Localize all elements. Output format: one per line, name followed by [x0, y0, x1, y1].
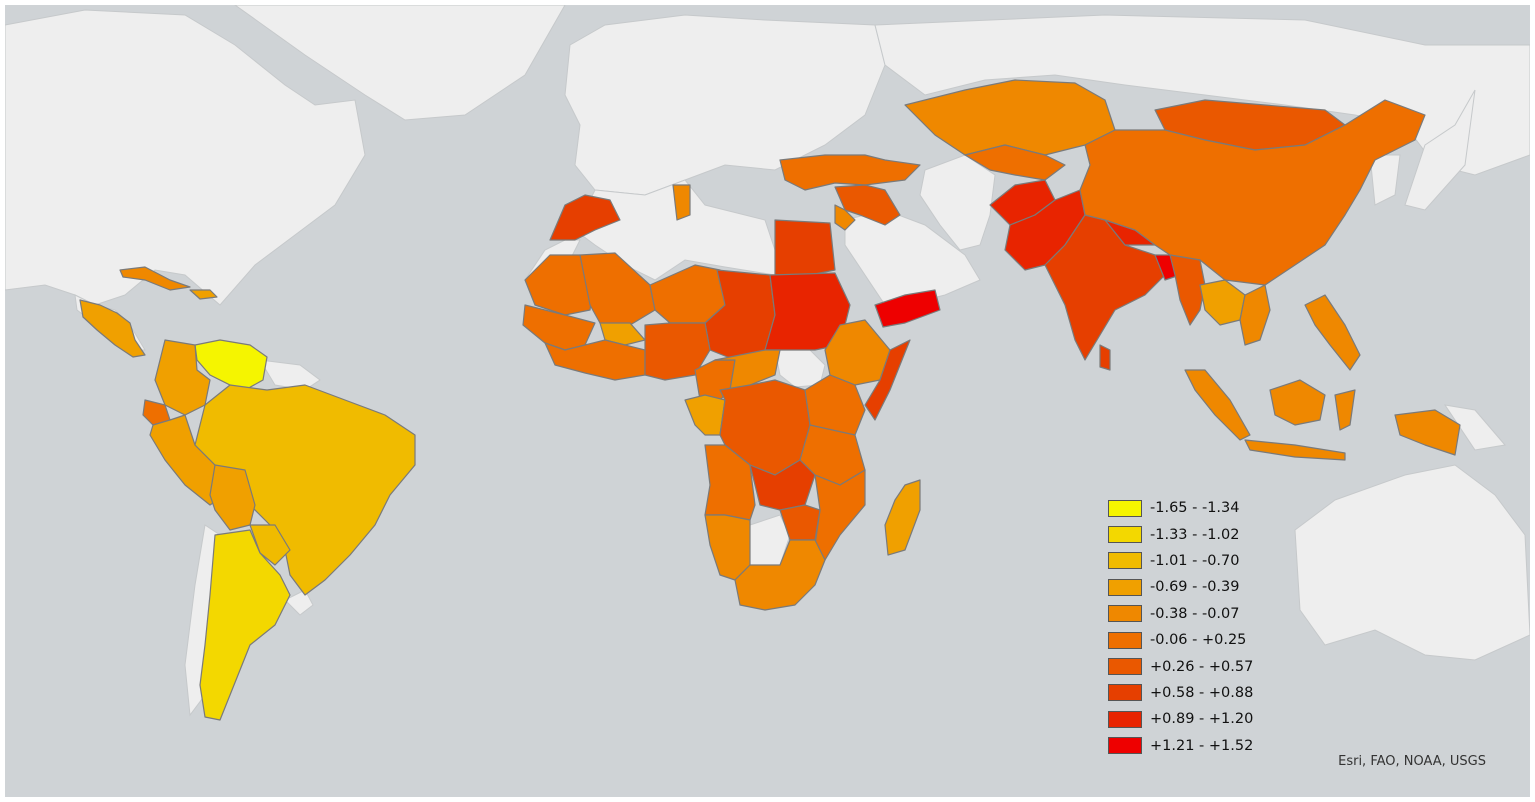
uruguay [284, 589, 314, 616]
legend-swatch [1108, 710, 1142, 728]
bolivia [209, 464, 256, 531]
central-african-republic [714, 349, 781, 391]
sudan [764, 272, 851, 351]
tunisia [672, 184, 691, 221]
venezuela [194, 339, 268, 391]
egypt [774, 219, 836, 276]
legend-label: -0.69 - -0.39 [1150, 579, 1240, 596]
nigeria [644, 322, 711, 381]
yemen [874, 289, 941, 328]
central-asia [964, 144, 1066, 181]
ethiopia [824, 319, 891, 386]
legend-swatch [1108, 552, 1142, 570]
no-data-land [5, 5, 1530, 717]
europe [564, 14, 886, 196]
map-frame[interactable]: -1.65 - -1.34 -1.33 - -1.02 -1.01 - -0.70 -… [5, 5, 1530, 797]
korea-japan [1369, 154, 1401, 206]
classified-countries [79, 79, 1461, 721]
argentina [199, 529, 291, 721]
jordan-lebanon [834, 204, 856, 231]
philippines [1304, 294, 1361, 371]
morocco [549, 194, 621, 241]
legend-item: +1.21 - +1.52 [1108, 733, 1308, 759]
legend-item: -1.65 - -1.34 [1108, 495, 1308, 521]
legend-swatch [1108, 737, 1142, 755]
arabian-peninsula [844, 209, 981, 306]
legend-swatch [1108, 658, 1142, 676]
legend-swatch [1108, 684, 1142, 702]
vietnam-cambodia [1239, 284, 1271, 346]
indonesia-borneo [1269, 379, 1326, 426]
legend: -1.65 - -1.34 -1.33 - -1.02 -1.01 - -0.70 -… [1108, 495, 1308, 759]
madagascar [884, 479, 921, 556]
indonesia-papua [1394, 409, 1461, 456]
china [1079, 99, 1426, 286]
indonesia-sulawesi [1334, 389, 1356, 431]
legend-item: -0.69 - -0.39 [1108, 574, 1308, 600]
legend-item: +0.58 - +0.88 [1108, 680, 1308, 706]
hispaniola [189, 289, 218, 300]
mali [579, 252, 656, 326]
indonesia-java [1244, 439, 1346, 461]
legend-swatch [1108, 631, 1142, 649]
legend-swatch [1108, 578, 1142, 596]
legend-label: +1.21 - +1.52 [1150, 737, 1254, 754]
legend-item: -1.01 - -0.70 [1108, 548, 1308, 574]
zimbabwe [779, 504, 821, 541]
new-guinea-east [1443, 404, 1506, 451]
map-attribution: Esri, FAO, NOAA, USGS [1338, 754, 1486, 769]
zambia [749, 459, 816, 511]
legend-item: +0.26 - +0.57 [1108, 653, 1308, 679]
legend-item: -0.06 - +0.25 [1108, 627, 1308, 653]
guyana-suriname [259, 359, 321, 391]
legend-swatch [1108, 526, 1142, 544]
legend-label: -1.01 - -0.70 [1150, 552, 1240, 569]
legend-item: +0.89 - +1.20 [1108, 706, 1308, 732]
indonesia-sumatra [1184, 369, 1251, 441]
legend-swatch [1108, 499, 1142, 517]
sri-lanka [1099, 344, 1111, 371]
myanmar [1169, 254, 1206, 326]
greenland [234, 5, 566, 121]
turkey [779, 154, 921, 191]
choropleth-map[interactable] [5, 5, 1530, 797]
burkina-faso [599, 322, 646, 346]
cuba [119, 266, 191, 291]
legend-label: +0.26 - +0.57 [1150, 658, 1254, 675]
legend-swatch [1108, 605, 1142, 623]
australia [1294, 464, 1530, 661]
japan [1404, 89, 1476, 211]
central-america [79, 299, 146, 358]
south-africa [734, 539, 826, 611]
legend-label: -0.38 - -0.07 [1150, 605, 1240, 622]
legend-item: -0.38 - -0.07 [1108, 601, 1308, 627]
legend-label: -0.06 - +0.25 [1150, 632, 1247, 649]
somalia [864, 339, 911, 421]
legend-item: -1.33 - -1.02 [1108, 521, 1308, 547]
legend-label: +0.89 - +1.20 [1150, 711, 1254, 728]
legend-label: -1.33 - -1.02 [1150, 526, 1240, 543]
legend-label: +0.58 - +0.88 [1150, 684, 1254, 701]
syria-iraq [834, 184, 901, 226]
legend-label: -1.65 - -1.34 [1150, 500, 1240, 517]
